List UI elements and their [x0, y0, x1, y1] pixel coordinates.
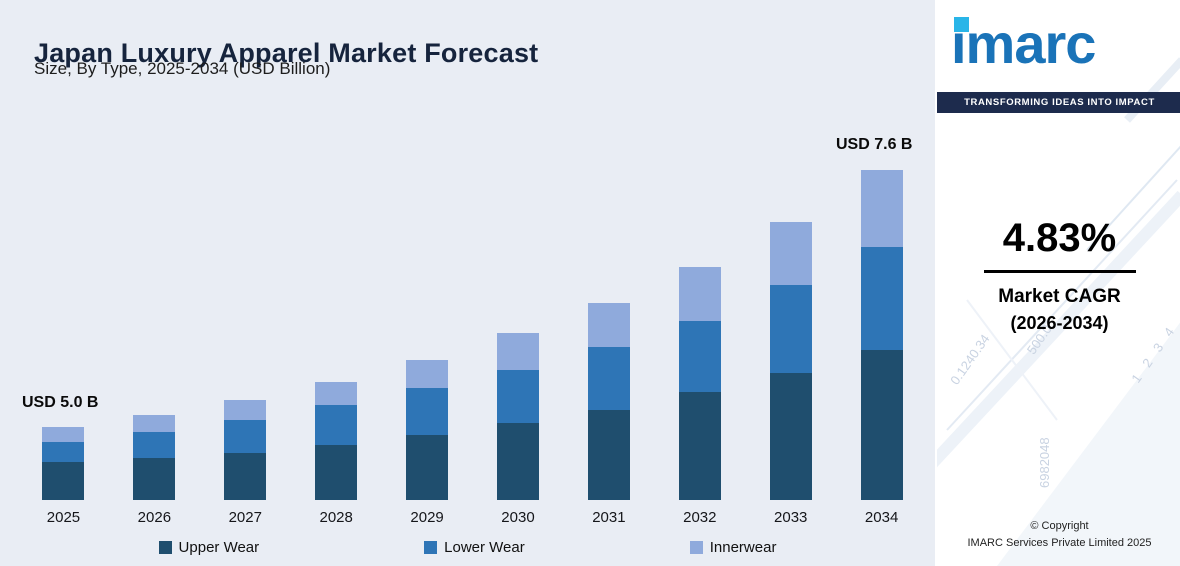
x-axis-label: 2028 — [319, 509, 353, 526]
stacked-bar — [133, 415, 176, 500]
legend-swatch — [158, 541, 172, 554]
bar-segment-upper-wear — [315, 445, 358, 500]
bar-segment-innerwear — [133, 415, 176, 432]
bar-column: 2029 — [382, 360, 473, 526]
cagr-label: Market CAGR — [998, 286, 1121, 307]
stacked-bar — [224, 400, 267, 500]
legend-label: Upper Wear — [178, 539, 260, 556]
bar-column: 2026 — [109, 415, 200, 526]
bar-column: 2025 — [18, 427, 109, 526]
cagr-value: 4.83% — [1002, 216, 1117, 260]
bar-segment-lower-wear — [496, 370, 539, 423]
bar-segment-upper-wear — [406, 435, 449, 500]
decor-number: 6982048 — [1037, 437, 1052, 488]
x-axis-label: 2031 — [592, 509, 626, 526]
bar-segment-innerwear — [587, 303, 630, 347]
x-axis-label: 2032 — [683, 509, 717, 526]
stacked-bar — [315, 382, 358, 500]
cagr-range: (2026-2034) — [1010, 313, 1109, 333]
copyright-line2: IMARC Services Private Limited 2025 — [967, 536, 1152, 549]
x-axis-label: 2029 — [410, 509, 444, 526]
bar-segment-lower-wear — [769, 285, 812, 373]
stacked-bar — [769, 222, 812, 500]
bar-segment-lower-wear — [678, 321, 721, 392]
bar-segment-innerwear — [406, 360, 449, 388]
bar-column: 2027 — [200, 400, 291, 526]
bar-segment-upper-wear — [42, 462, 85, 500]
bar-segment-lower-wear — [133, 432, 176, 458]
x-axis-label: 2033 — [774, 509, 808, 526]
stacked-bar-chart: 2025 2026 2027 2028 2029 2030 2031 2032 2033 2034 — [18, 150, 927, 526]
bar-segment-upper-wear — [224, 453, 267, 500]
bar-segment-upper-wear — [860, 350, 903, 500]
bar-segment-lower-wear — [224, 420, 267, 453]
legend-item: Upper Wear — [158, 539, 260, 556]
bar-column: 2030 — [473, 333, 564, 526]
bar-column: 2028 — [291, 382, 382, 526]
chart-legend: Upper Wear Lower Wear Innerwear — [0, 539, 935, 556]
copyright-line1: © Copyright — [1030, 519, 1089, 532]
bar-segment-innerwear — [42, 427, 85, 442]
bar-segment-innerwear — [315, 382, 358, 405]
legend-swatch — [424, 541, 438, 554]
stacked-bar — [860, 170, 903, 500]
bar-column: 2034 — [836, 170, 927, 526]
legend-swatch — [689, 541, 703, 554]
imarc-logo-text: imarc — [951, 12, 1096, 75]
legend-item: Lower Wear — [424, 539, 525, 556]
bar-column: 2033 — [745, 222, 836, 526]
logo-tagline: TRANSFORMING IDEAS INTO IMPACT — [937, 92, 1180, 113]
brand-panel: 500.0 6982048 0.1240.34 1 2 3 4 imarc TR… — [935, 0, 1180, 566]
bar-segment-lower-wear — [406, 388, 449, 435]
annotation-first-bar: USD 5.0 B — [22, 394, 99, 411]
stacked-bar — [496, 333, 539, 500]
bar-column: 2032 — [654, 267, 745, 526]
bar-segment-upper-wear — [133, 458, 176, 500]
bar-segment-innerwear — [224, 400, 267, 420]
logo-dot-icon — [954, 17, 969, 32]
bar-segment-innerwear — [769, 222, 812, 285]
legend-label: Innerwear — [709, 539, 777, 556]
legend-item: Innerwear — [689, 539, 777, 556]
chart-subtitle: Size, By Type, 2025-2034 (USD Billion) — [34, 59, 331, 78]
chart-panel: Japan Luxury Apparel Market Forecast Siz… — [0, 0, 935, 566]
bar-segment-innerwear — [860, 170, 903, 247]
x-axis-label: 2030 — [501, 509, 535, 526]
bar-segment-upper-wear — [587, 410, 630, 500]
bar-segment-innerwear — [678, 267, 721, 321]
bar-segment-upper-wear — [769, 373, 812, 500]
decorative-chart-graphic — [937, 57, 1180, 566]
bar-segment-lower-wear — [42, 442, 85, 462]
x-axis-label: 2027 — [228, 509, 262, 526]
x-axis-label: 2034 — [864, 509, 899, 526]
bar-segment-lower-wear — [860, 247, 903, 350]
chart-title: Japan Luxury Apparel Market Forecast — [34, 38, 539, 69]
copyright: © Copyright IMARC Services Private Limit… — [937, 518, 1180, 552]
imarc-logo: imarc — [951, 16, 1096, 72]
stacked-bar — [42, 427, 85, 500]
x-axis-label: 2026 — [137, 509, 172, 526]
stacked-bar — [406, 360, 449, 500]
stacked-bar — [678, 267, 721, 500]
bar-segment-lower-wear — [315, 405, 358, 445]
legend-label: Lower Wear — [444, 539, 525, 556]
bar-segment-upper-wear — [678, 392, 721, 500]
x-axis-label: 2025 — [46, 509, 81, 526]
cagr-underline — [983, 270, 1136, 273]
bar-segment-innerwear — [496, 333, 539, 370]
stacked-bar — [587, 303, 630, 500]
bar-column: 2031 — [563, 303, 654, 526]
bar-segment-upper-wear — [496, 423, 539, 500]
bar-segment-lower-wear — [587, 347, 630, 410]
annotation-last-bar: USD 7.6 B — [836, 136, 913, 153]
